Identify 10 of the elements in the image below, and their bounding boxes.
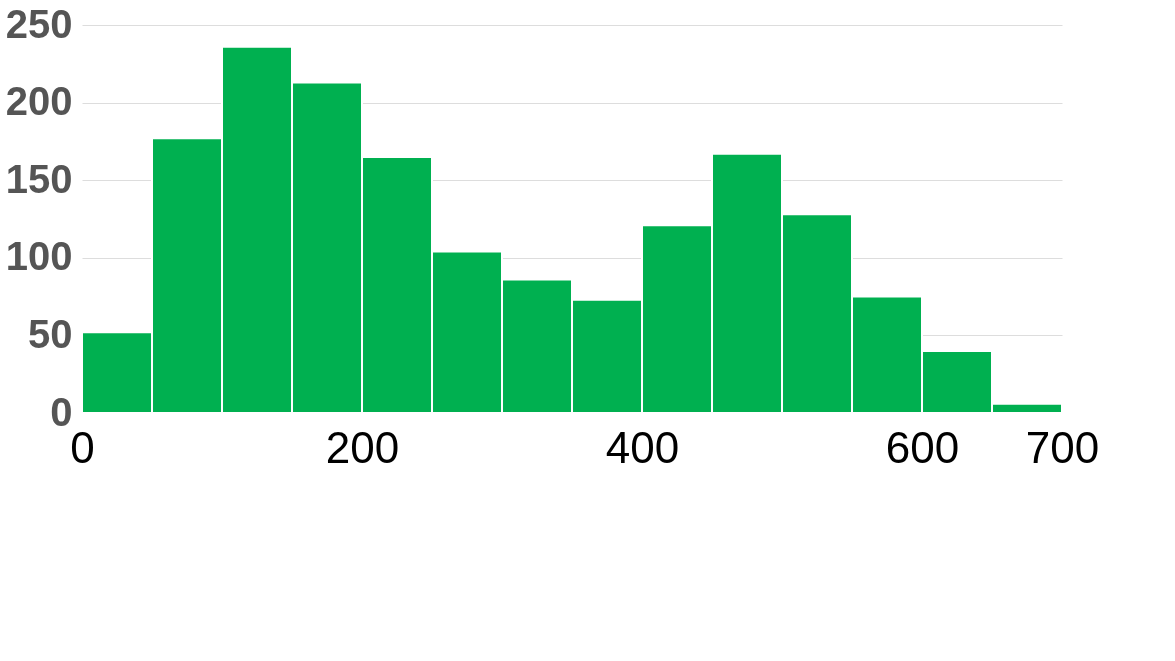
y-tick-label: 0 [50, 389, 73, 434]
x-tick-label: 400 [605, 422, 680, 472]
y-tick-label: 150 [5, 156, 73, 201]
y-tick-label: 100 [5, 234, 73, 279]
x-tick-label: 700 [1025, 422, 1100, 472]
y-tick-label: 50 [28, 311, 73, 356]
x-tick-label: 200 [325, 422, 400, 472]
y-tick-label: 250 [5, 1, 73, 46]
x-tick-label: 600 [885, 422, 960, 472]
y-tick-label: 200 [5, 79, 73, 124]
